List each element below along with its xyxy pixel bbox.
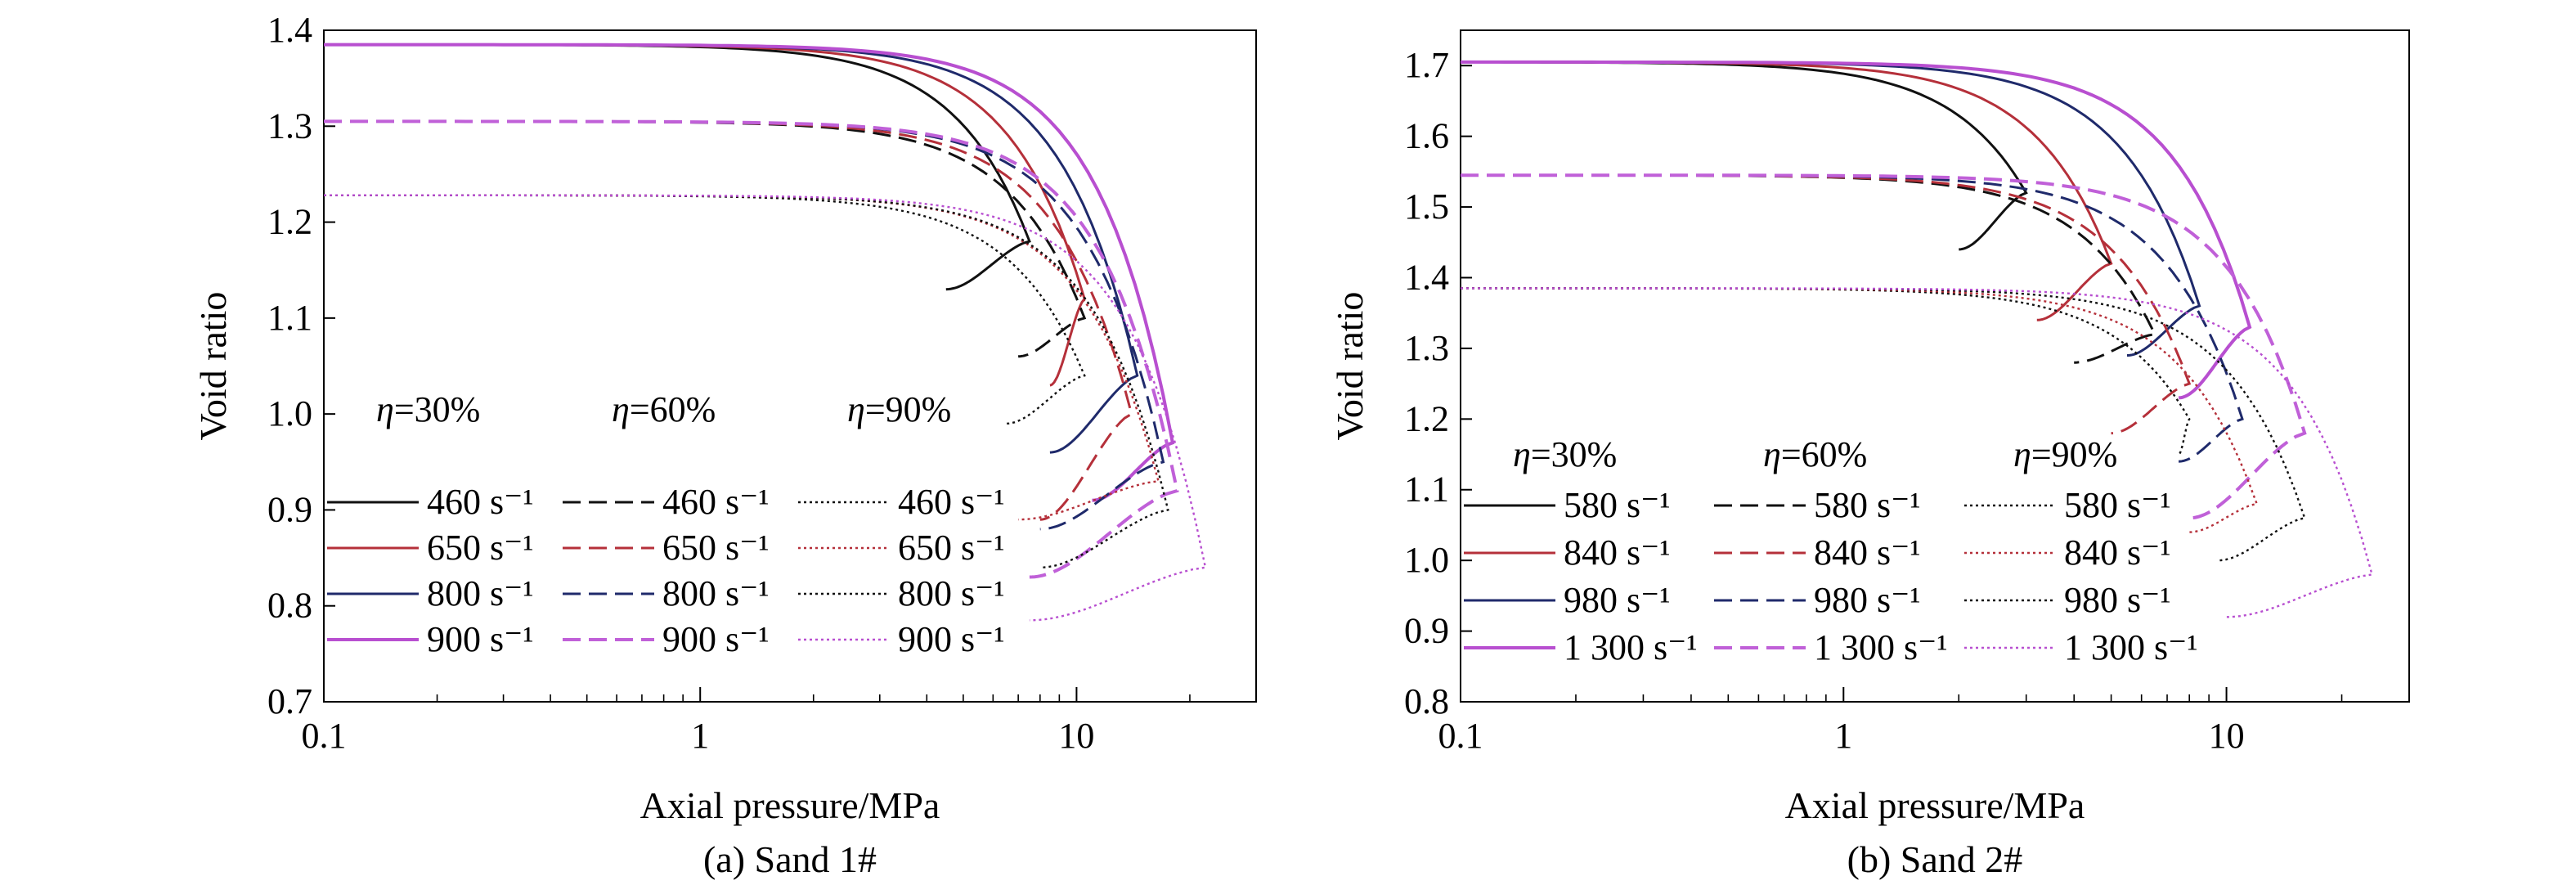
legend-entry-label: 840 s⁻¹ [1564,532,1671,573]
legend-entry-label: 650 s⁻¹ [427,528,534,568]
legend: η=30% η=60% η=90% 580 s⁻¹ 840 s⁻¹ 980 s⁻¹ 1 30… [1464,434,2198,667]
legend-entry-label: 580 s⁻¹ [2064,485,2171,525]
x-axis-label: Axial pressure/MPa [640,784,940,826]
legend-group-label: η=60% [1763,434,1867,474]
axes: 0.7 0.8 0.9 1.0 1.1 1.2 1.3 1.4 0.1 1 10 [267,10,1257,756]
panel-caption: (a) Sand 1# [703,838,877,880]
y-axis-label: Void ratio [192,292,234,441]
legend-group-label: η=60% [612,389,716,429]
series-line [1461,60,2252,400]
y-axis-label: Void ratio [1329,292,1371,441]
y-tick-label: 1.5 [1404,186,1449,227]
y-tick-label: 0.9 [267,489,312,529]
chart-panel-a: 0.7 0.8 0.9 1.0 1.1 1.2 1.3 1.4 0.1 1 10 η=30% η=60… [192,10,1257,880]
plot-frame [1460,29,2410,703]
legend-group-label: η=90% [847,389,951,429]
y-tick-label: 0.9 [1404,611,1449,651]
y-tick-label: 1.2 [1404,398,1449,438]
legend-entry-label: 460 s⁻¹ [662,482,770,522]
panel-caption: (b) Sand 2# [1847,838,2023,880]
legend-entry-label: 460 s⁻¹ [898,482,1005,522]
y-tick-label: 1.6 [1404,116,1449,156]
y-tick-label: 1.2 [267,202,312,242]
x-tick-label: 10 [2209,716,2245,756]
legend-entry-label: 900 s⁻¹ [898,619,1005,659]
legend-entry-label: 580 s⁻¹ [1814,485,1921,525]
y-tick-label: 1.1 [1404,469,1449,510]
y-tick-label: 1.1 [267,298,312,338]
curves [324,43,1207,622]
legend-entry-label: 1 300 s⁻¹ [1814,627,1948,667]
x-tick-label: 0.1 [1438,716,1483,756]
series-line [1461,287,2191,456]
plot-frame [323,29,1257,703]
legend-group-label: η=30% [376,389,480,429]
legend-entry-label: 650 s⁻¹ [662,528,770,568]
legend: η=30% η=60% η=90% 460 s⁻¹ 650 s⁻¹ 800 s⁻¹ 900 … [327,389,1005,659]
legend-entry-label: 650 s⁻¹ [898,528,1005,568]
series-line [324,194,1086,425]
legend-group-label: η=90% [2013,434,2117,474]
x-tick-label: 0.1 [302,716,347,756]
series-line [1461,173,2307,520]
axes: 0.8 0.9 1.0 1.1 1.2 1.3 1.4 1.5 1.6 1.7 0.1 1 10 [1404,45,2410,756]
x-axis-label: Axial pressure/MPa [1785,784,2085,826]
legend-entry-label: 1 300 s⁻¹ [1564,627,1698,667]
legend-entry-label: 800 s⁻¹ [662,573,770,613]
legend-group-label: η=30% [1513,434,1617,474]
y-tick-label: 0.8 [1404,681,1449,721]
legend-entry-label: 980 s⁻¹ [2064,580,2171,620]
legend-entry-label: 900 s⁻¹ [662,619,770,659]
y-tick-label: 1.7 [1404,45,1449,85]
series-line [1461,287,2259,533]
series-line [324,119,1087,358]
legend-entry-label: 580 s⁻¹ [1564,485,1671,525]
x-tick-label: 1 [691,716,709,756]
chart-panel-b: 0.8 0.9 1.0 1.1 1.2 1.3 1.4 1.5 1.6 1.7 0.1 1 10 η=3… [1329,29,2410,880]
legend-entry-label: 840 s⁻¹ [2064,532,2171,573]
legend-entry-label: 980 s⁻¹ [1564,580,1671,620]
curves [1461,60,2374,618]
legend-entry-label: 800 s⁻¹ [898,573,1005,613]
y-tick-label: 1.0 [1404,540,1449,580]
legend-entry-label: 800 s⁻¹ [427,573,534,613]
legend-entry-label: 1 300 s⁻¹ [2064,627,2198,667]
legend-entry-label: 900 s⁻¹ [427,619,534,659]
legend-entry-label: 460 s⁻¹ [427,482,534,522]
x-tick-label: 10 [1058,716,1094,756]
legend-entry-label: 840 s⁻¹ [1814,532,1921,573]
series-line [1461,173,2192,435]
y-tick-label: 1.3 [1404,328,1449,368]
y-tick-label: 0.8 [267,586,312,626]
y-tick-label: 0.7 [267,681,312,721]
series-line [324,194,1207,622]
series-line [1461,287,2374,618]
legend-entry-label: 980 s⁻¹ [1814,580,1921,620]
y-tick-label: 1.3 [267,106,312,146]
y-tick-label: 1.4 [1404,257,1449,297]
y-tick-label: 1.4 [267,10,312,50]
y-tick-label: 1.0 [267,393,312,434]
series-line [324,119,1179,579]
x-tick-label: 1 [1834,716,1852,756]
